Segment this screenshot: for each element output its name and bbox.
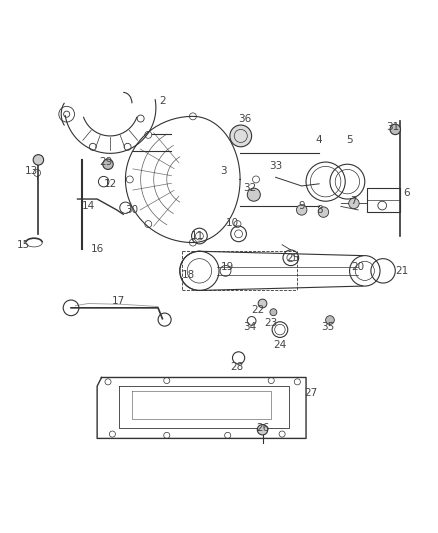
Text: 20: 20 bbox=[352, 262, 365, 271]
Text: 23: 23 bbox=[265, 318, 278, 328]
Text: 15: 15 bbox=[17, 240, 30, 250]
Text: 10: 10 bbox=[226, 218, 239, 228]
Text: 14: 14 bbox=[82, 200, 95, 211]
Text: 5: 5 bbox=[346, 135, 353, 146]
Text: 24: 24 bbox=[273, 340, 286, 350]
Text: 9: 9 bbox=[298, 200, 305, 211]
Text: 17: 17 bbox=[112, 296, 126, 306]
Circle shape bbox=[297, 205, 307, 215]
Text: 4: 4 bbox=[316, 135, 322, 146]
Text: 3: 3 bbox=[220, 166, 226, 176]
Text: 12: 12 bbox=[103, 179, 117, 189]
Text: 35: 35 bbox=[321, 322, 335, 333]
Text: 13: 13 bbox=[25, 166, 39, 176]
Text: 7: 7 bbox=[350, 196, 357, 206]
Text: 8: 8 bbox=[316, 205, 322, 215]
Circle shape bbox=[230, 125, 252, 147]
Circle shape bbox=[33, 155, 44, 165]
Text: 31: 31 bbox=[386, 122, 400, 132]
Circle shape bbox=[103, 159, 113, 169]
Text: 21: 21 bbox=[395, 266, 408, 276]
Text: 30: 30 bbox=[125, 205, 138, 215]
Circle shape bbox=[258, 299, 267, 308]
Circle shape bbox=[247, 188, 260, 201]
Text: 36: 36 bbox=[238, 114, 252, 124]
Text: 22: 22 bbox=[251, 305, 265, 315]
Text: 26: 26 bbox=[256, 423, 269, 433]
Text: 11: 11 bbox=[191, 231, 204, 241]
Text: 2: 2 bbox=[159, 96, 166, 106]
Text: 19: 19 bbox=[221, 262, 234, 271]
Text: 25: 25 bbox=[286, 253, 300, 263]
Text: 28: 28 bbox=[230, 361, 243, 372]
Text: 32: 32 bbox=[243, 183, 256, 193]
Text: 29: 29 bbox=[99, 157, 113, 167]
Circle shape bbox=[270, 309, 277, 316]
Circle shape bbox=[257, 424, 268, 435]
Circle shape bbox=[390, 124, 400, 135]
Text: 6: 6 bbox=[403, 188, 410, 198]
Circle shape bbox=[318, 207, 328, 217]
Circle shape bbox=[349, 198, 359, 208]
Text: 18: 18 bbox=[182, 270, 195, 280]
Text: 34: 34 bbox=[243, 322, 256, 333]
Text: 16: 16 bbox=[91, 244, 104, 254]
Text: 27: 27 bbox=[304, 387, 317, 398]
Bar bbox=[367, 188, 399, 212]
Circle shape bbox=[325, 316, 334, 325]
Text: 33: 33 bbox=[269, 161, 282, 172]
